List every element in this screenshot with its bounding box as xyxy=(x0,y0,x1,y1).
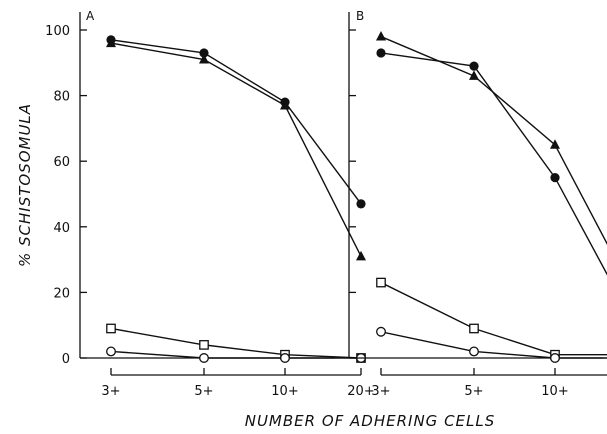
data-point xyxy=(356,199,366,209)
panel-a-letter: A xyxy=(86,9,95,23)
category-label: 3+ xyxy=(371,384,390,399)
data-point xyxy=(550,353,560,363)
category-label: 5+ xyxy=(194,384,213,399)
y-tick-label: 100 xyxy=(45,24,70,39)
x-axis-title: NUMBER OF ADHERING CELLS xyxy=(245,412,496,430)
y-tick-label: 60 xyxy=(53,155,70,170)
panel-a: A 0 20 40 60 80 100 3+ 5+ 10+ 20+ xyxy=(45,9,375,399)
data-point xyxy=(550,139,560,149)
series-line xyxy=(380,52,607,276)
series-line xyxy=(110,327,362,359)
category-label: 10+ xyxy=(271,384,298,399)
data-point xyxy=(550,173,560,183)
series-line xyxy=(380,281,607,356)
category-label: 20+ xyxy=(347,384,374,399)
data-point xyxy=(469,70,479,80)
series-line xyxy=(110,39,362,205)
data-point xyxy=(469,61,479,71)
data-point xyxy=(280,99,290,110)
data-point xyxy=(376,31,386,41)
data-point xyxy=(106,346,116,357)
series-line xyxy=(380,331,607,359)
category-label: 10+ xyxy=(541,384,568,399)
panel-b: B 3+ 5+ 10+ 20+ xyxy=(348,9,607,399)
data-point xyxy=(106,323,116,334)
y-tick-label: 40 xyxy=(53,221,70,236)
data-point xyxy=(280,353,290,363)
series-line xyxy=(110,42,362,257)
data-point xyxy=(199,54,209,64)
data-point xyxy=(199,48,209,58)
data-point xyxy=(199,353,209,363)
data-point xyxy=(469,323,479,334)
data-point xyxy=(469,346,479,357)
data-point xyxy=(356,250,366,261)
data-point xyxy=(376,48,386,58)
data-point xyxy=(376,326,386,337)
data-point xyxy=(199,340,209,350)
y-axis-title: % SCHISTOSOMULA xyxy=(16,103,34,267)
y-tick-label: 20 xyxy=(53,286,70,301)
category-label: 5+ xyxy=(464,384,483,399)
category-label: 3+ xyxy=(101,384,120,399)
data-point xyxy=(106,37,116,48)
series-line xyxy=(110,350,361,359)
panel-b-letter: B xyxy=(356,9,364,23)
y-tick-label: 80 xyxy=(53,90,70,105)
y-tick-label: 0 xyxy=(62,352,70,367)
data-point xyxy=(376,277,386,288)
series-line xyxy=(380,35,607,246)
